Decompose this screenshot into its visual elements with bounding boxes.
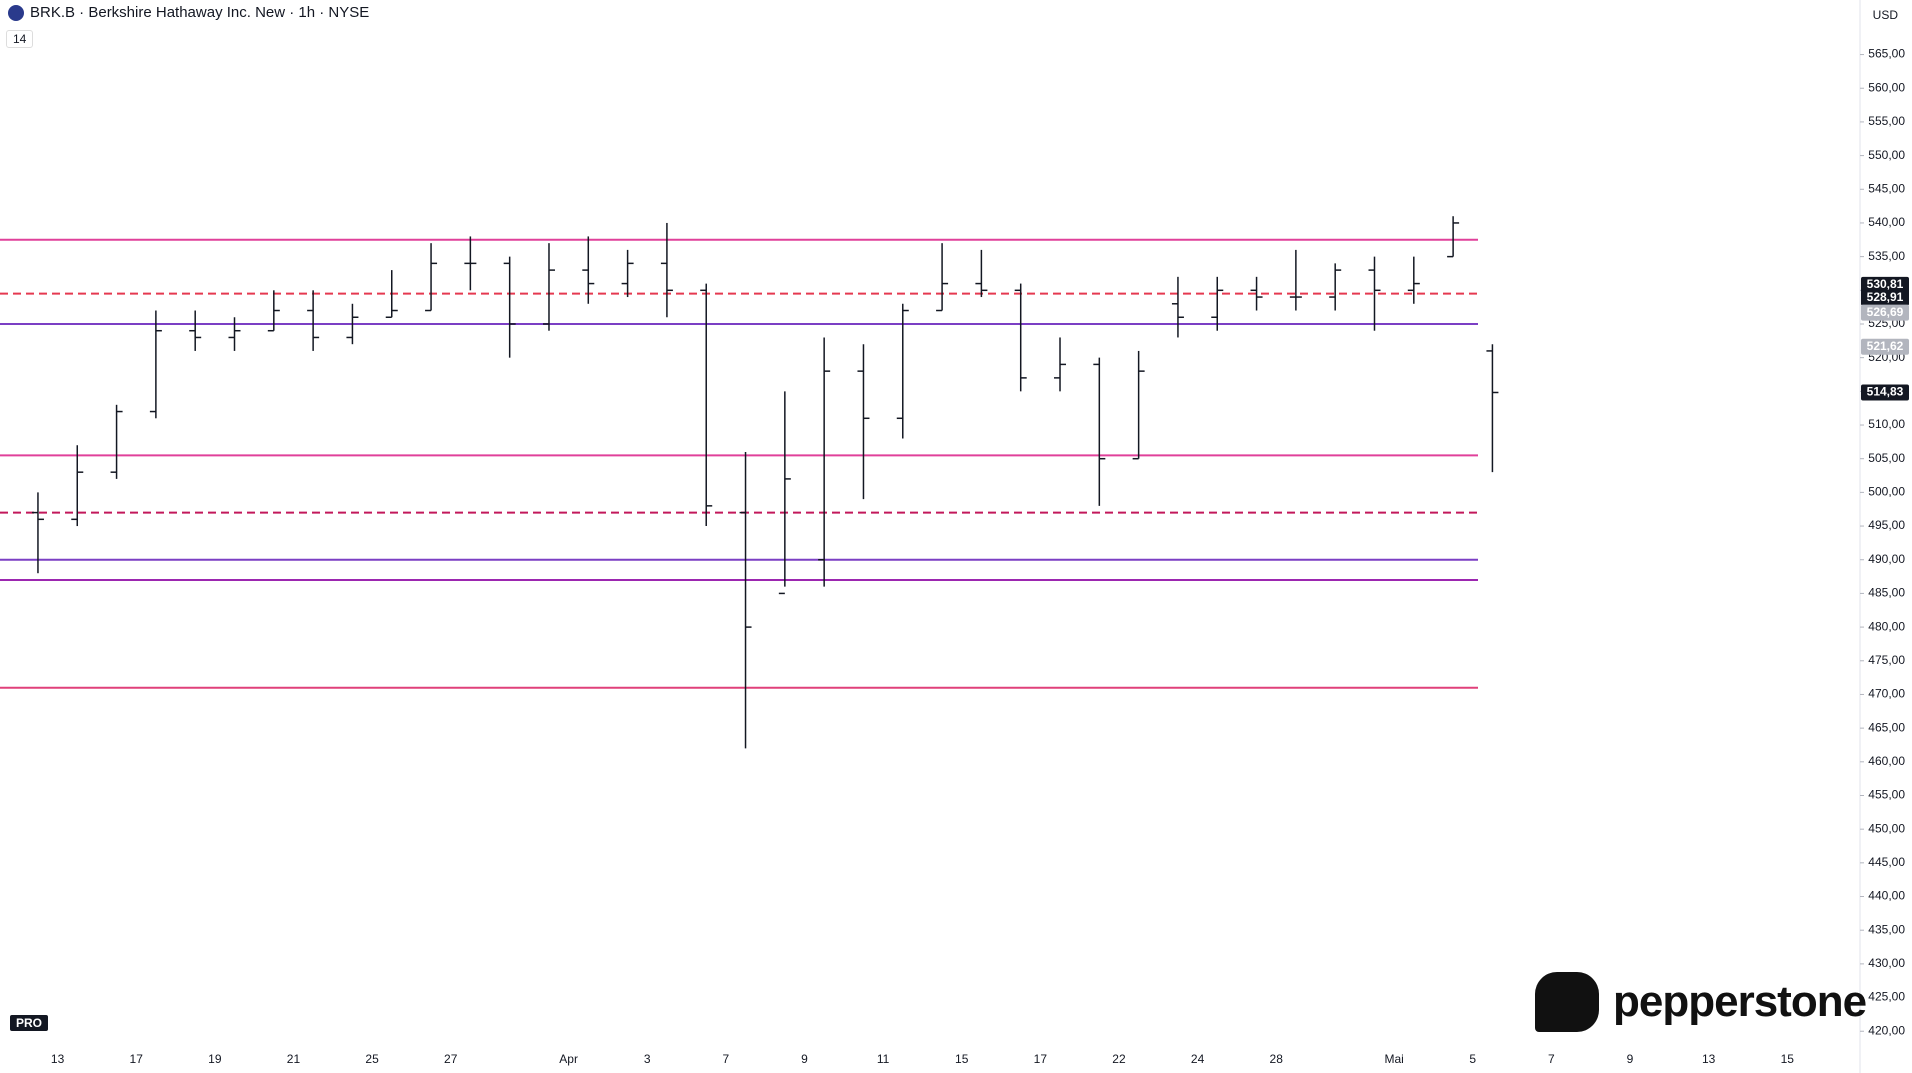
y-tick-label: 510,00 bbox=[1868, 417, 1905, 431]
x-tick-label: 9 bbox=[801, 1052, 808, 1066]
x-tick-label: 21 bbox=[287, 1052, 301, 1066]
watermark-logo bbox=[1535, 972, 1599, 1032]
y-tick-label: 445,00 bbox=[1868, 855, 1905, 869]
symbol-logo bbox=[8, 4, 24, 21]
tv-badge: PRO bbox=[10, 1015, 49, 1031]
y-tick-label: 505,00 bbox=[1868, 451, 1905, 465]
y-tick-label: 440,00 bbox=[1868, 889, 1905, 903]
indicator-value: 14 bbox=[13, 32, 27, 46]
y-tick-label: 430,00 bbox=[1868, 956, 1905, 970]
y-tick-label: 540,00 bbox=[1868, 215, 1905, 229]
price-label-bg bbox=[1861, 338, 1909, 355]
symbol-title: BRK.B · Berkshire Hathaway Inc. New · 1h… bbox=[30, 4, 370, 21]
x-tick-label: 15 bbox=[1781, 1052, 1795, 1066]
price-label: 514,83 bbox=[1867, 385, 1904, 399]
y-tick-label: 550,00 bbox=[1868, 148, 1905, 162]
x-tick-label: 27 bbox=[444, 1052, 458, 1066]
x-tick-label: 28 bbox=[1270, 1052, 1284, 1066]
price-label: 530,81 bbox=[1867, 277, 1904, 291]
x-tick-label: 13 bbox=[1702, 1052, 1716, 1066]
y-tick-label: 455,00 bbox=[1868, 788, 1905, 802]
x-tick-label: 5 bbox=[1469, 1052, 1476, 1066]
indicator-toggle[interactable]: 14 bbox=[6, 30, 34, 48]
y-tick-label: 435,00 bbox=[1868, 922, 1905, 936]
y-tick-label: 460,00 bbox=[1868, 754, 1905, 768]
x-tick-label: Mai bbox=[1384, 1052, 1403, 1066]
x-tick-label: 11 bbox=[877, 1052, 890, 1066]
price-label-bg bbox=[1861, 304, 1909, 321]
x-tick-label: 19 bbox=[208, 1052, 222, 1066]
y-tick-label: 535,00 bbox=[1868, 249, 1905, 263]
price-label-bg bbox=[1861, 276, 1909, 293]
x-tick-label: 15 bbox=[955, 1052, 969, 1066]
x-tick-label: 7 bbox=[723, 1052, 730, 1066]
y-tick-label: 480,00 bbox=[1868, 619, 1905, 633]
y-tick-label: 490,00 bbox=[1868, 552, 1905, 566]
price-label: 526,69 bbox=[1867, 305, 1904, 319]
y-tick-label: 545,00 bbox=[1868, 181, 1905, 195]
price-label-bg bbox=[1861, 384, 1909, 401]
x-tick-label: 17 bbox=[1034, 1052, 1048, 1066]
x-tick-label: 9 bbox=[1627, 1052, 1634, 1066]
x-tick-label: 13 bbox=[51, 1052, 65, 1066]
x-tick-label: 3 bbox=[644, 1052, 651, 1066]
y-tick-label: 470,00 bbox=[1868, 687, 1905, 701]
y-tick-label: 425,00 bbox=[1868, 990, 1905, 1004]
y-tick-label: 450,00 bbox=[1868, 821, 1905, 835]
price-label-bg bbox=[1861, 289, 1909, 306]
y-tick-label: 420,00 bbox=[1868, 1023, 1905, 1037]
price-label: 528,91 bbox=[1867, 290, 1904, 304]
price-axis bbox=[1860, 0, 1912, 1073]
y-tick-label: 485,00 bbox=[1868, 586, 1905, 600]
y-tick-label: 500,00 bbox=[1868, 485, 1905, 499]
x-tick-label: Apr bbox=[559, 1052, 578, 1066]
y-tick-label: 565,00 bbox=[1868, 47, 1905, 61]
y-tick-label: 475,00 bbox=[1868, 653, 1905, 667]
watermark: pepperstone bbox=[1535, 972, 1867, 1032]
y-tick-label: 495,00 bbox=[1868, 518, 1905, 532]
price-label: 521,62 bbox=[1867, 339, 1904, 353]
currency[interactable]: USD bbox=[1872, 8, 1898, 22]
x-tick-label: 17 bbox=[130, 1052, 144, 1066]
symbol-header[interactable]: BRK.B · Berkshire Hathaway Inc. New · 1h… bbox=[8, 4, 369, 21]
x-tick-label: 22 bbox=[1112, 1052, 1126, 1066]
x-tick-label: 7 bbox=[1548, 1052, 1555, 1066]
y-tick-label: 465,00 bbox=[1868, 720, 1905, 734]
y-tick-label: 560,00 bbox=[1868, 80, 1905, 94]
x-tick-label: 24 bbox=[1191, 1052, 1205, 1066]
x-tick-label: 25 bbox=[365, 1052, 379, 1066]
y-tick-label: 555,00 bbox=[1868, 114, 1905, 128]
watermark-text: pepperstone bbox=[1613, 977, 1867, 1026]
